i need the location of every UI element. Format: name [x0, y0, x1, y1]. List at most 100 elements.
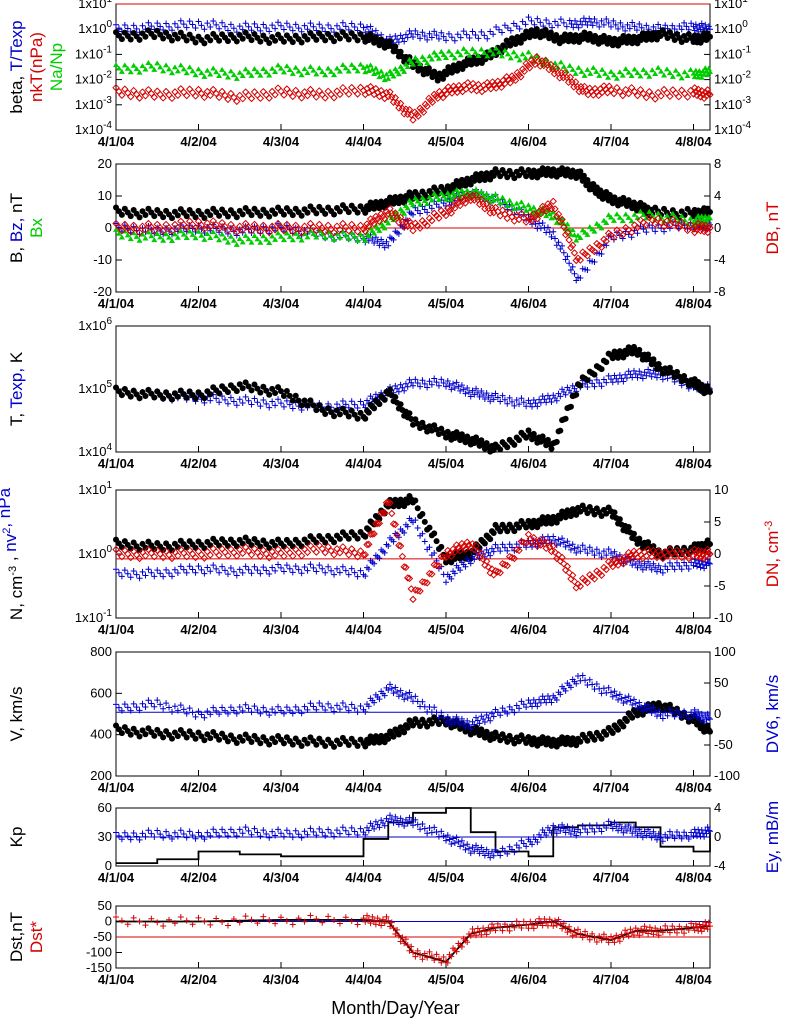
data-point [195, 708, 202, 715]
data-point [271, 91, 279, 99]
data-point [671, 26, 678, 33]
data-point [192, 735, 199, 742]
data-point [707, 26, 713, 33]
data-point [403, 222, 412, 231]
data-point [494, 394, 501, 401]
data-point [369, 66, 376, 72]
data-point [239, 400, 246, 407]
data-point [607, 85, 615, 94]
data-point [115, 569, 122, 576]
data-point [174, 570, 181, 577]
data-point [625, 214, 632, 220]
data-point [628, 218, 635, 224]
data-point [219, 66, 226, 72]
data-point [637, 73, 644, 79]
data-point [145, 19, 152, 26]
data-point [333, 401, 340, 408]
data-point [272, 832, 279, 839]
data-point [142, 731, 149, 738]
data-point [227, 394, 234, 401]
data-point [339, 563, 346, 570]
data-point [260, 564, 267, 571]
data-point [435, 431, 442, 438]
data-point [654, 88, 662, 97]
data-point [227, 68, 234, 74]
x-tick-label: 4/7/04 [593, 134, 630, 149]
data-point [163, 700, 170, 707]
data-point [448, 386, 455, 393]
data-point [286, 392, 293, 399]
data-point [639, 375, 646, 382]
data-point [697, 71, 704, 77]
data-point [130, 22, 137, 29]
data-point [136, 69, 143, 75]
data-point [510, 49, 517, 55]
data-point [707, 33, 713, 40]
data-point [424, 384, 431, 391]
data-point [675, 71, 682, 77]
data-point [474, 389, 481, 396]
data-point [275, 703, 282, 710]
y-right-tick-label: 8 [714, 156, 721, 171]
data-point [454, 67, 461, 74]
data-point [224, 832, 231, 839]
data-point [142, 833, 149, 840]
data-point [233, 710, 240, 717]
data-point [458, 382, 465, 389]
data-point [307, 561, 314, 568]
data-point [672, 214, 679, 220]
data-point [272, 739, 279, 746]
data-point [669, 210, 676, 216]
data-point [331, 916, 338, 923]
data-point [239, 830, 246, 837]
data-point [118, 392, 125, 399]
data-point [516, 401, 523, 408]
data-point [367, 62, 374, 68]
data-point [154, 60, 161, 66]
data-point [224, 95, 232, 104]
data-point [565, 236, 573, 244]
data-point [201, 714, 208, 721]
data-point [216, 37, 223, 44]
data-point [260, 65, 267, 71]
data-point [580, 172, 587, 179]
data-point [144, 85, 153, 94]
data-point [526, 34, 533, 41]
data-point [409, 116, 417, 124]
data-point [440, 193, 447, 199]
data-point [608, 68, 614, 74]
data-point [642, 93, 651, 102]
y-tick-label: 60 [98, 800, 112, 815]
data-point [609, 379, 616, 386]
data-point [183, 235, 190, 241]
data-point [201, 73, 208, 79]
data-point [470, 196, 478, 204]
data-point [183, 70, 190, 76]
data-point [387, 386, 394, 393]
data-point [298, 212, 305, 219]
data-point [410, 61, 416, 67]
y-right-tick-label: 10 [714, 482, 728, 497]
data-point [550, 228, 557, 235]
data-point [124, 704, 131, 711]
data-point [527, 400, 534, 407]
data-point [566, 260, 573, 267]
data-point [304, 740, 311, 747]
data-point [672, 219, 680, 228]
data-point [113, 914, 119, 920]
data-point [121, 85, 129, 93]
data-point [275, 826, 282, 833]
data-point [135, 94, 144, 102]
data-point [414, 420, 421, 427]
data-point [221, 548, 229, 556]
data-point [553, 242, 560, 249]
data-point [307, 20, 314, 27]
data-point [304, 402, 311, 409]
data-point [475, 35, 482, 42]
data-point [602, 70, 609, 76]
data-point [421, 380, 428, 387]
data-point [345, 571, 352, 578]
data-point [428, 216, 436, 225]
data-point [136, 918, 143, 925]
